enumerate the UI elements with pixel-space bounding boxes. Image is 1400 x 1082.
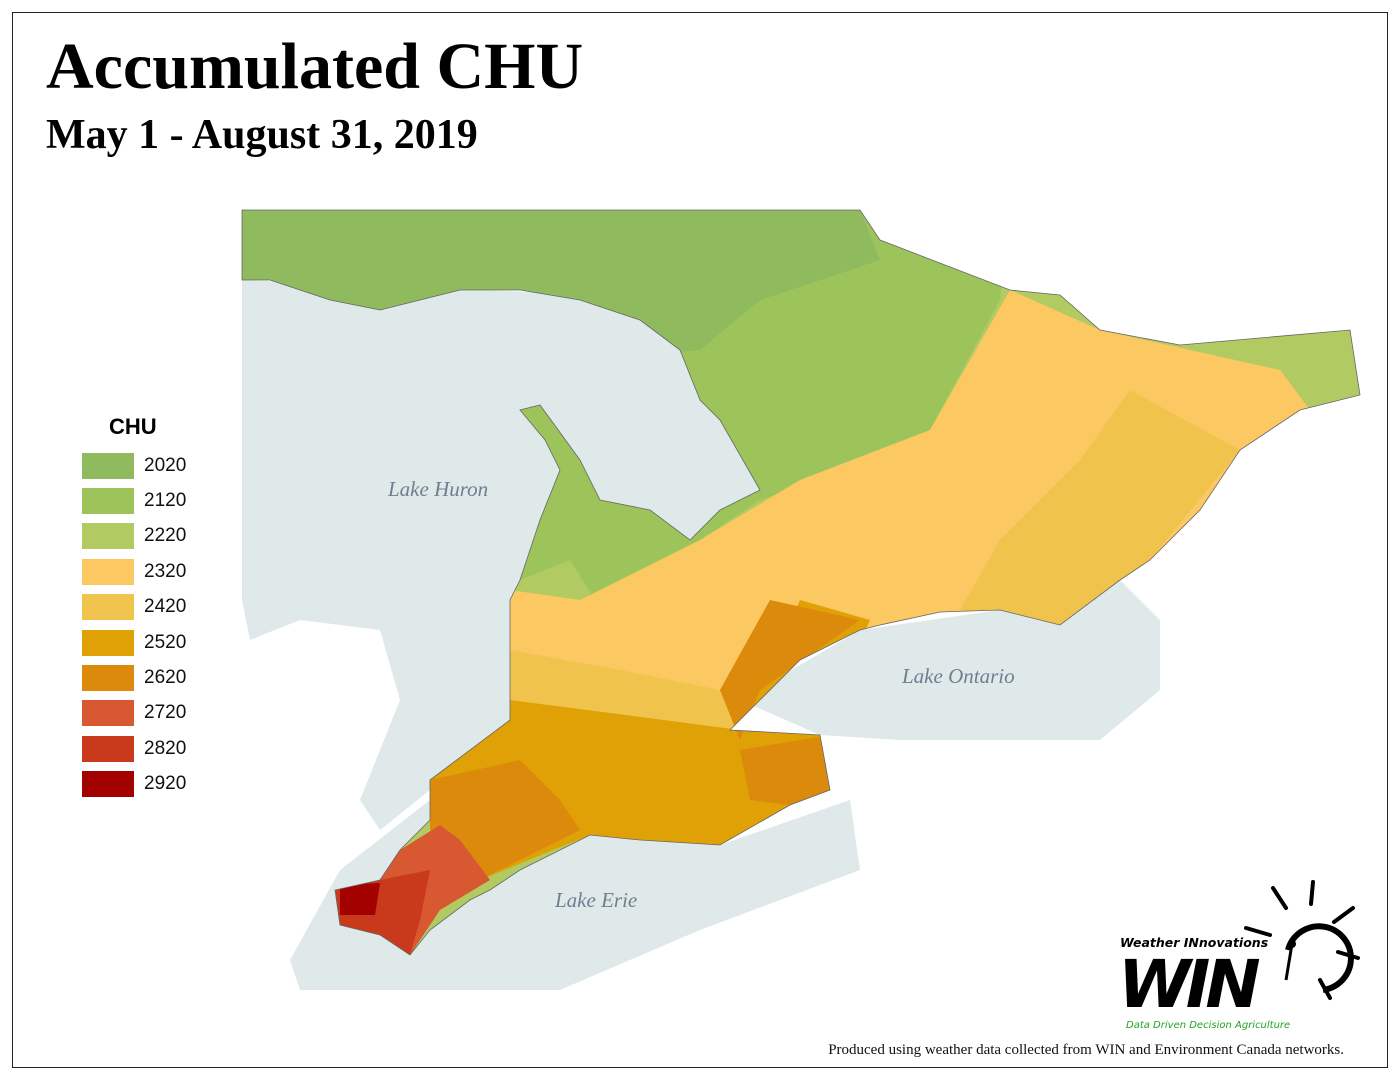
data-credit: Produced using weather data collected fr… bbox=[828, 1042, 1344, 1058]
chu-zone-2920 bbox=[340, 883, 380, 915]
legend-label: 2820 bbox=[144, 737, 187, 759]
legend-swatch bbox=[82, 488, 134, 515]
legend-item: 2520 bbox=[82, 625, 186, 660]
legend-item: 2920 bbox=[82, 767, 186, 802]
legend-label: 2220 bbox=[144, 525, 187, 547]
legend-swatch bbox=[82, 629, 134, 656]
win-logo: Weather INnovations WIN Data Driven Deci… bbox=[1118, 880, 1368, 1040]
legend-items: 2020 2120 2220 2320 2420 2520 2620 2720 2820 2920 bbox=[82, 448, 186, 802]
legend-title: CHU bbox=[109, 414, 157, 439]
legend-swatch bbox=[82, 665, 134, 692]
map-subtitle: May 1 - August 31, 2019 bbox=[46, 112, 478, 158]
legend-label: 2920 bbox=[144, 773, 187, 795]
chu-zone-2620 bbox=[720, 600, 860, 740]
legend-item: 2820 bbox=[82, 731, 186, 766]
legend-item: 2620 bbox=[82, 660, 186, 695]
logo-acronym: WIN bbox=[1118, 946, 1261, 1023]
legend-label: 2520 bbox=[144, 631, 187, 653]
legend-label: 2420 bbox=[144, 596, 187, 618]
lake-huron-water bbox=[242, 280, 780, 830]
legend-label: 2720 bbox=[144, 702, 187, 724]
map-title: Accumulated CHU bbox=[46, 30, 584, 103]
lake-huron-label: Lake Huron bbox=[388, 477, 489, 501]
legend-swatch bbox=[82, 594, 134, 621]
legend-swatch bbox=[82, 523, 134, 550]
legend-item: 2020 bbox=[82, 448, 186, 483]
legend: CHU 2020 2120 2220 2320 2420 2520 2620 2720 2820… bbox=[82, 414, 186, 802]
legend-swatch bbox=[82, 700, 134, 727]
legend-item: 2420 bbox=[82, 590, 186, 625]
legend-label: 2120 bbox=[144, 490, 187, 512]
legend-item: 2720 bbox=[82, 696, 186, 731]
legend-label: 2020 bbox=[144, 454, 187, 476]
chu-zone-2420 bbox=[960, 390, 1240, 625]
lake-erie-label: Lake Erie bbox=[555, 888, 638, 912]
legend-swatch bbox=[82, 558, 134, 585]
legend-item: 2320 bbox=[82, 554, 186, 589]
legend-swatch bbox=[82, 735, 134, 762]
lake-ontario-label: Lake Ontario bbox=[902, 664, 1015, 688]
map-frame bbox=[12, 12, 1388, 1068]
logo-company-name: Weather INnovations bbox=[1120, 935, 1269, 950]
legend-swatch bbox=[82, 771, 134, 798]
logo-tagline: Data Driven Decision Agriculture bbox=[1126, 1020, 1291, 1031]
legend-label: 2320 bbox=[144, 560, 187, 582]
chu-zone-2620 bbox=[740, 735, 845, 805]
ontario-outline bbox=[241, 209, 1361, 956]
legend-label: 2620 bbox=[144, 667, 187, 689]
sun-icon bbox=[1244, 880, 1360, 1000]
legend-swatch bbox=[82, 452, 134, 479]
legend-item: 2120 bbox=[82, 483, 186, 518]
legend-item: 2220 bbox=[82, 519, 186, 554]
